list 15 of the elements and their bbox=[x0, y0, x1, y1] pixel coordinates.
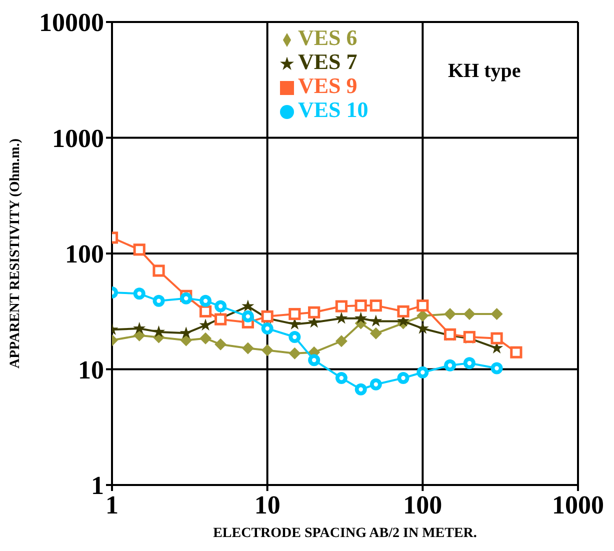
legend-label: VES 6 bbox=[298, 25, 358, 50]
legend-label: VES 9 bbox=[298, 73, 358, 98]
legend-label: VES 10 bbox=[298, 97, 368, 122]
x-tick-label: 10 bbox=[254, 490, 280, 520]
y-tick-label: 100 bbox=[65, 240, 104, 269]
x-axis-title: ELECTRODE SPACING AB/2 IN METER. bbox=[213, 526, 477, 541]
x-tick-label: 100 bbox=[403, 490, 442, 520]
y-tick-label: 10000 bbox=[39, 8, 104, 38]
y-axis-title: APPARENT RESISTIVITY (Ohm.m.) bbox=[8, 138, 23, 368]
annotation: KH type bbox=[448, 60, 521, 83]
y-tick-label: 1000 bbox=[52, 124, 104, 153]
y-tick-label: 10 bbox=[78, 355, 104, 384]
y-tick-label: 1 bbox=[91, 471, 104, 500]
legend-label: VES 7 bbox=[298, 49, 358, 74]
x-tick-label: 1000 bbox=[552, 490, 604, 520]
